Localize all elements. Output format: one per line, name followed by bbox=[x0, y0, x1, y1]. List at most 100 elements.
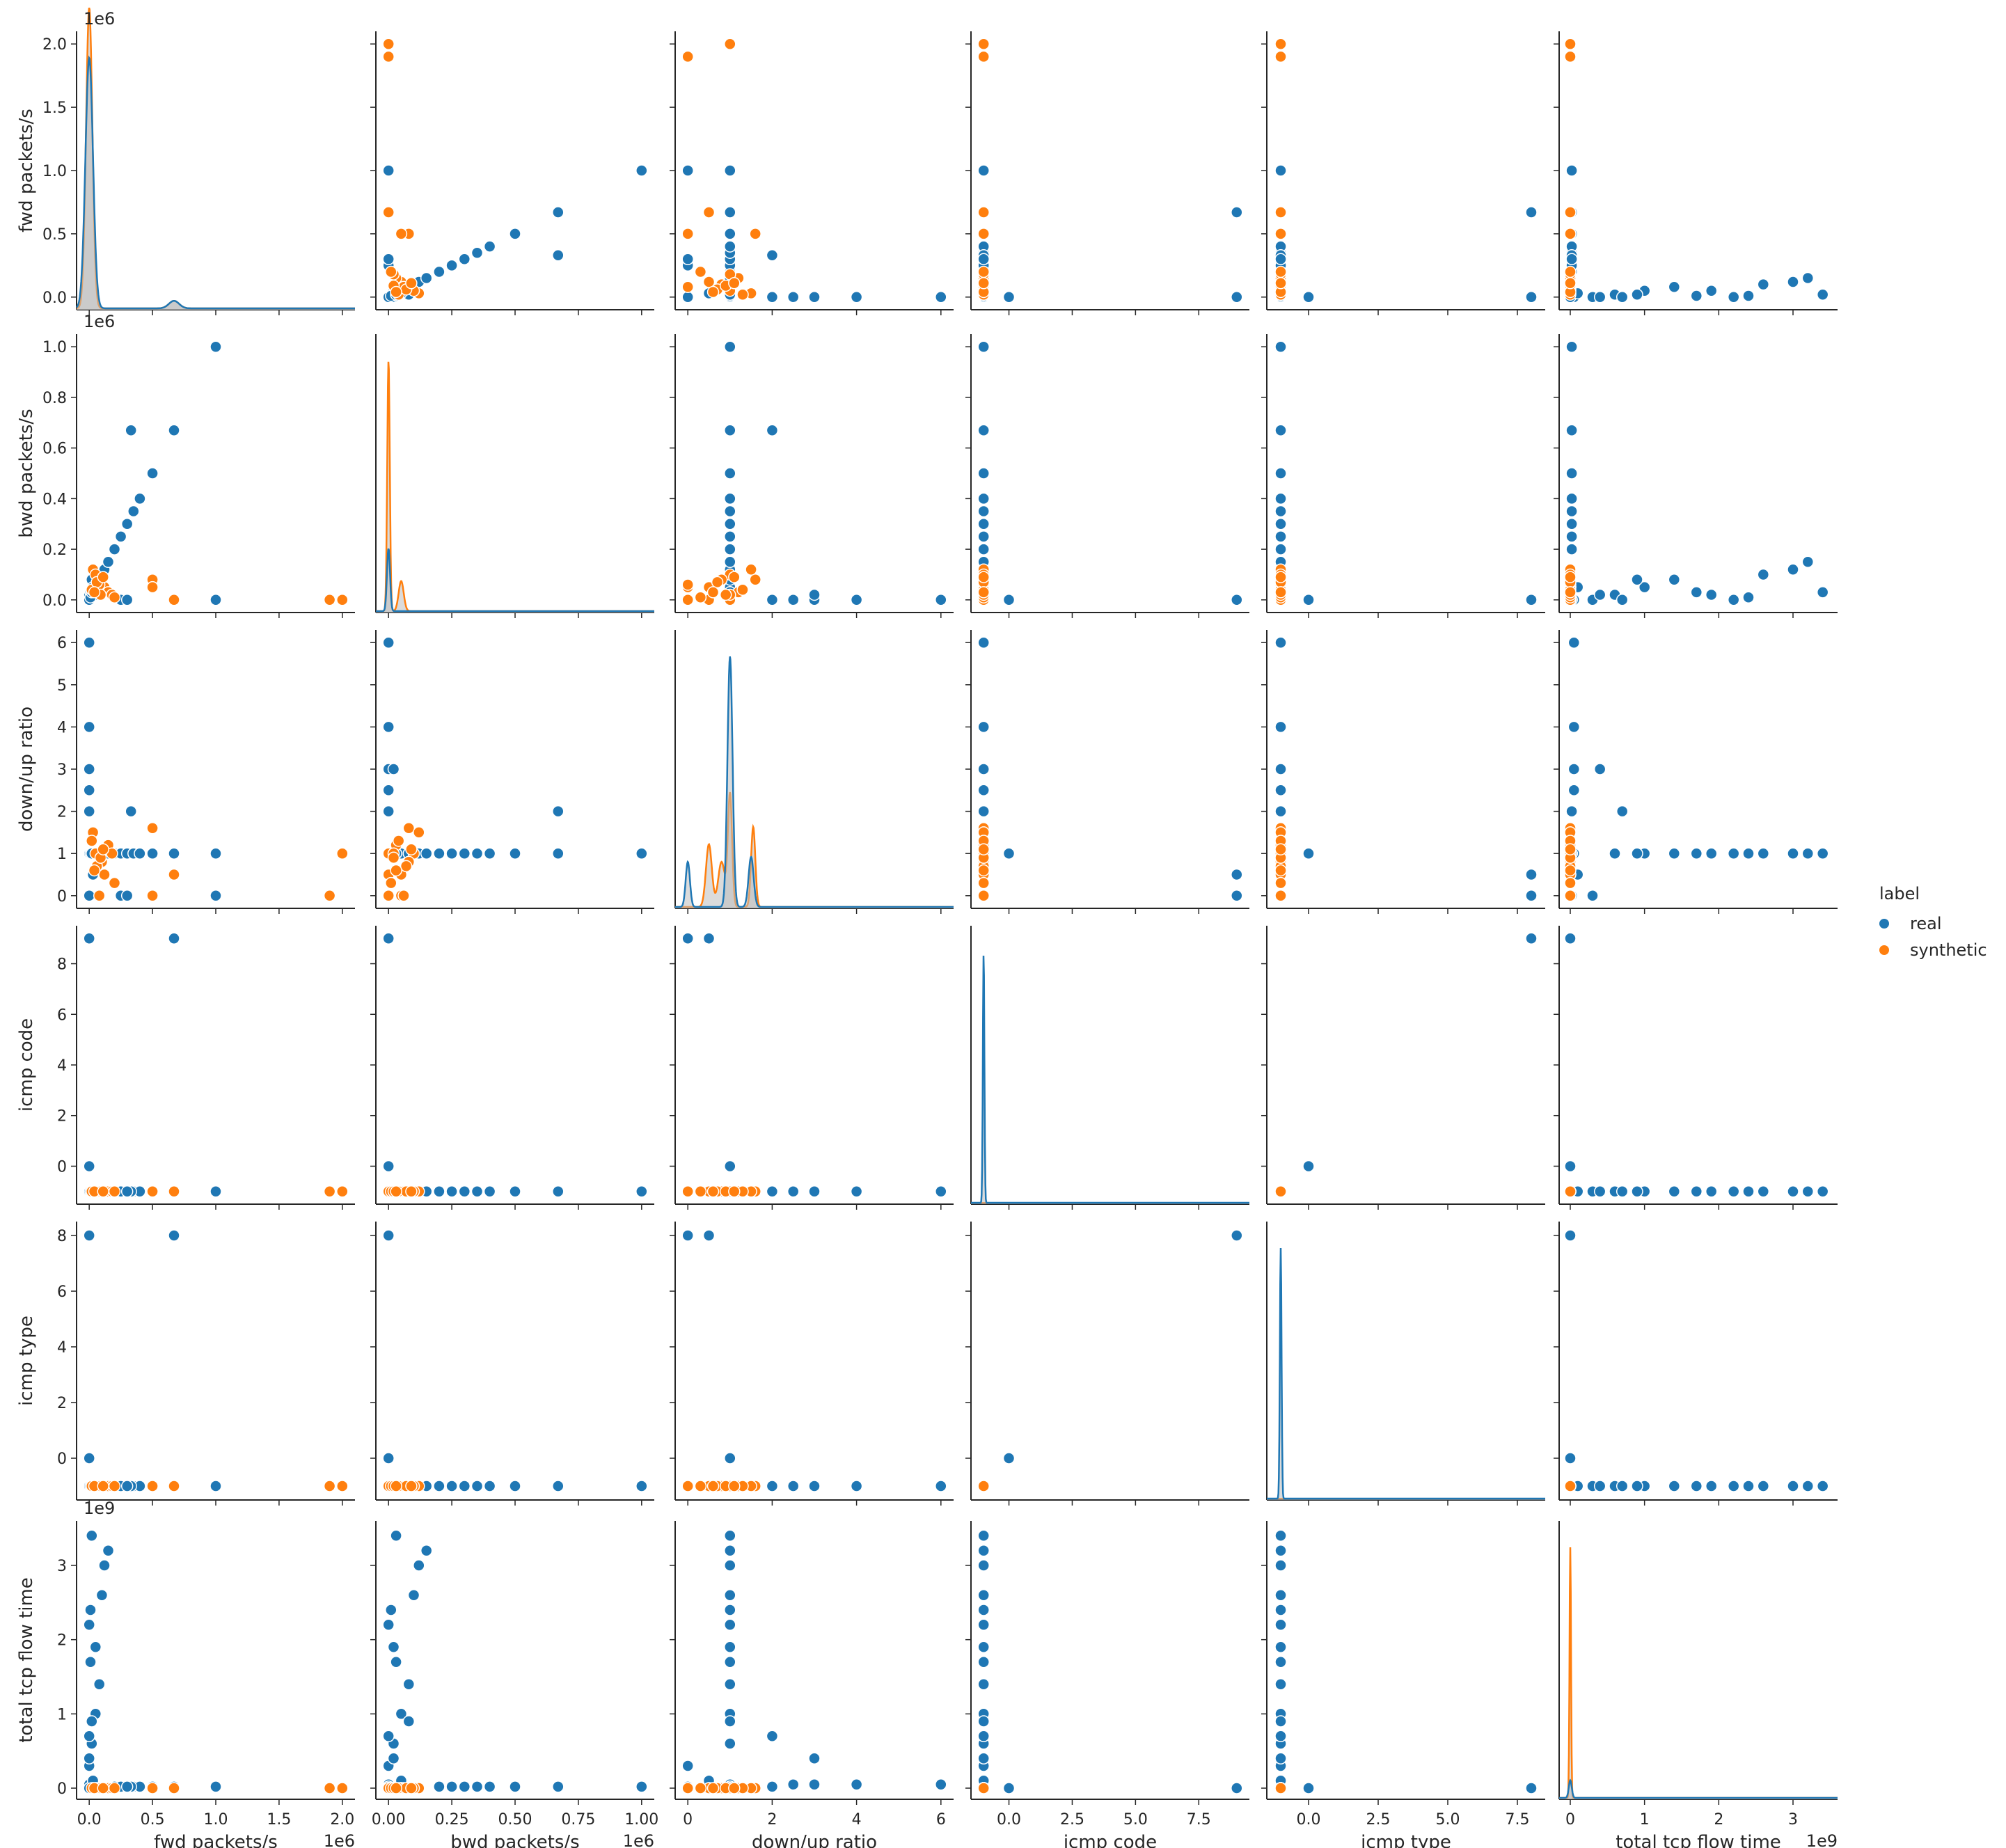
point-real-5-2-33 bbox=[724, 1641, 736, 1654]
point-real-4-1-16 bbox=[552, 1480, 564, 1492]
point-real-5-1-14 bbox=[509, 1780, 521, 1793]
point-synthetic-2-4-16 bbox=[1274, 864, 1287, 877]
point-real-1-5-11 bbox=[1565, 517, 1578, 530]
point-real-2-0-16 bbox=[125, 805, 137, 818]
point-real-3-1-12 bbox=[471, 1185, 484, 1198]
point-synthetic-1-5-16 bbox=[1564, 586, 1577, 599]
point-real-1-0-12 bbox=[127, 505, 140, 518]
point-real-5-3-8 bbox=[977, 1618, 990, 1632]
point-real-5-2-16 bbox=[766, 1780, 779, 1793]
point-real-5-3-6 bbox=[977, 1559, 990, 1572]
point-real-2-0-18 bbox=[210, 890, 222, 902]
point-real-2-5-35 bbox=[1816, 847, 1829, 860]
ytick-label-down-up-ratio-1: 1 bbox=[57, 846, 67, 863]
point-real-5-2-8 bbox=[724, 1618, 736, 1632]
point-real-4-5-33 bbox=[1705, 1480, 1718, 1492]
kde-synthetic-down-up-ratio bbox=[675, 791, 954, 908]
ytick-label-fwd-packets-s-0: 0.0 bbox=[42, 290, 67, 307]
point-real-2-0-24 bbox=[83, 763, 95, 775]
point-synthetic-0-1-17 bbox=[405, 277, 418, 290]
xtick-label-icmp-code-2: 5.0 bbox=[1123, 1811, 1148, 1829]
xtick-label-icmp-code-0: 0.0 bbox=[997, 1811, 1021, 1829]
point-real-2-5-2 bbox=[1609, 847, 1621, 860]
point-synthetic-0-1-16 bbox=[390, 285, 402, 299]
point-real-5-2-20 bbox=[850, 1778, 863, 1791]
point-real-1-4-28 bbox=[1525, 594, 1538, 606]
point-real-0-2-14 bbox=[724, 228, 736, 240]
point-real-4-1-29 bbox=[382, 1452, 395, 1464]
ytick-label-icmp-type-3: 6 bbox=[57, 1284, 67, 1301]
point-real-5-2-2 bbox=[724, 1737, 736, 1750]
point-real-5-1-9 bbox=[433, 1780, 445, 1793]
point-real-2-1-11 bbox=[458, 847, 471, 860]
point-real-1-0-11 bbox=[120, 517, 134, 530]
point-synthetic-0-5-11 bbox=[1564, 265, 1577, 278]
point-synthetic-2-5-11 bbox=[1564, 876, 1577, 890]
point-synthetic-1-0-16 bbox=[88, 586, 101, 599]
point-real-5-2-1 bbox=[681, 1760, 694, 1772]
point-real-0-1-16 bbox=[552, 249, 564, 262]
point-real-2-1-23 bbox=[382, 805, 395, 818]
point-synthetic-3-0-4 bbox=[146, 1185, 159, 1198]
point-real-3-1-17 bbox=[635, 1185, 648, 1198]
point-real-5-3-5 bbox=[977, 1588, 990, 1602]
point-real-5-2-22 bbox=[787, 1778, 800, 1791]
point-synthetic-0-5-2 bbox=[1564, 206, 1577, 219]
ytick-label-bwd-packets-s-2: 0.4 bbox=[42, 491, 67, 508]
point-synthetic-0-2-2 bbox=[702, 206, 716, 219]
point-real-5-2-23 bbox=[766, 1730, 779, 1743]
xlabel-bwd-packets-s: bwd packets/s bbox=[450, 1832, 579, 1848]
point-synthetic-5-2-16 bbox=[706, 1782, 720, 1794]
point-real-0-2-26 bbox=[681, 253, 694, 266]
ytick-label-bwd-packets-s-4: 0.8 bbox=[42, 390, 67, 407]
point-real-1-5-17 bbox=[1565, 340, 1578, 353]
point-real-1-5-33 bbox=[1705, 588, 1718, 601]
point-real-4-5-28 bbox=[1564, 1229, 1577, 1242]
point-real-0-1-12 bbox=[471, 246, 484, 259]
point-synthetic-2-4-12 bbox=[1274, 890, 1287, 902]
point-real-1-5-30 bbox=[1631, 573, 1643, 586]
point-real-1-3-29 bbox=[1002, 594, 1016, 606]
point-real-0-3-18 bbox=[977, 164, 990, 177]
point-real-2-1-20 bbox=[382, 720, 395, 734]
point-real-1-3-9 bbox=[977, 543, 990, 555]
point-synthetic-2-5-17 bbox=[1564, 843, 1577, 855]
xlabel-icmp-type: icmp type bbox=[1361, 1832, 1451, 1848]
xtick-label-bwd-packets-s-4: 1.00 bbox=[624, 1811, 658, 1829]
xtick-label-fwd-packets-s-3: 1.5 bbox=[267, 1811, 291, 1829]
ytick-label-total-tcp-flow-time-3: 3 bbox=[57, 1558, 67, 1575]
point-real-3-4-28 bbox=[1525, 932, 1538, 945]
point-real-5-3-35 bbox=[977, 1529, 990, 1542]
point-real-5-2-21 bbox=[808, 1778, 821, 1791]
point-synthetic-0-4-4 bbox=[1274, 228, 1287, 240]
point-real-3-1-11 bbox=[458, 1185, 471, 1198]
point-real-5-1-24 bbox=[387, 1752, 400, 1765]
point-real-2-5-6 bbox=[1787, 847, 1799, 860]
point-real-2-0-19 bbox=[83, 636, 95, 649]
ytick-label-icmp-type-4: 8 bbox=[57, 1228, 67, 1245]
point-synthetic-4-0-2 bbox=[168, 1480, 180, 1492]
point-real-4-2-22 bbox=[787, 1480, 800, 1492]
point-real-4-5-5 bbox=[1757, 1480, 1770, 1492]
point-real-5-2-35 bbox=[724, 1529, 736, 1542]
point-synthetic-3-0-2 bbox=[168, 1185, 180, 1198]
ytick-label-icmp-code-1: 2 bbox=[57, 1108, 67, 1126]
point-real-4-5-8 bbox=[1727, 1480, 1740, 1492]
point-real-5-0-23 bbox=[83, 1730, 95, 1743]
point-synthetic-3-2-17 bbox=[728, 1185, 741, 1198]
point-real-3-1-10 bbox=[445, 1185, 458, 1198]
kde-synthetic-total-tcp-flow-time bbox=[1559, 1547, 1838, 1799]
point-synthetic-3-0-0 bbox=[336, 1185, 349, 1198]
point-synthetic-0-2-17 bbox=[728, 277, 741, 290]
point-synthetic-3-1-17 bbox=[405, 1185, 418, 1198]
point-real-3-2-19 bbox=[935, 1185, 947, 1198]
point-synthetic-5-0-1 bbox=[323, 1782, 336, 1794]
point-real-3-5-24 bbox=[1593, 1185, 1606, 1198]
point-real-1-2-16 bbox=[766, 424, 779, 436]
point-real-2-5-4 bbox=[1668, 847, 1681, 860]
point-synthetic-0-4-17 bbox=[1274, 277, 1287, 290]
point-synthetic-3-1-16 bbox=[390, 1185, 402, 1198]
xtick-label-down-up-ratio-2: 4 bbox=[852, 1811, 862, 1829]
point-real-5-0-34 bbox=[84, 1604, 97, 1616]
point-synthetic-1-2-16 bbox=[706, 586, 720, 599]
